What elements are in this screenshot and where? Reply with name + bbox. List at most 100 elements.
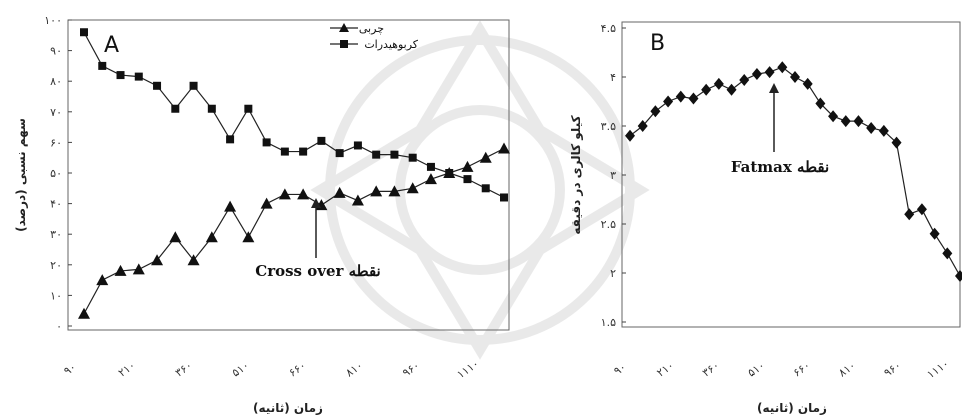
y-tick-label: ۴۰ (50, 198, 62, 211)
legend-item-carb: کربوهیدرات (330, 38, 419, 51)
panel-b-x-ticks: ۹۰ ۲۱۰ ۳۶۰ ۵۱۰ ۶۶۰ ۸۱۰ ۹۶۰ ۱۱۱۰ (611, 357, 951, 381)
y-tick-label: ۴ (610, 71, 616, 84)
panel-b-y-label: کیلو کالری در دقیقه (569, 115, 584, 234)
kcal-point (675, 90, 686, 103)
panel-b-letter: B (650, 31, 665, 56)
kcal-point (929, 227, 940, 240)
y-tick-label: ۱.۵ (601, 316, 616, 329)
x-tick-label: ۸۱۰ (836, 359, 858, 380)
panel-a-letter: A (104, 33, 119, 58)
y-tick-label: ۴.۵ (601, 22, 616, 35)
legend-label-fat: چربی (359, 22, 384, 35)
panel-a-series (78, 28, 510, 319)
carb-point (299, 147, 308, 156)
y-tick-label: ۲.۵ (601, 218, 616, 231)
x-tick-label: ۵۱۰ (230, 359, 252, 380)
kcal-point (777, 61, 788, 74)
fat-point (187, 254, 200, 266)
carb-point (171, 104, 180, 113)
carb-point (80, 28, 88, 37)
fat-point (205, 231, 218, 243)
fat-point (114, 264, 127, 276)
panel-a-frame (67, 19, 510, 331)
x-tick-label: ۲۱۰ (654, 359, 676, 380)
fat-point (260, 197, 273, 209)
fat-point (151, 254, 164, 266)
fat-point (479, 151, 492, 163)
y-tick-label: ۹۰ (50, 45, 62, 58)
carb-point (463, 175, 472, 184)
y-tick-label: ۶۰ (50, 136, 62, 149)
y-tick-label: ۵۰ (50, 167, 62, 180)
carb-point (426, 162, 435, 171)
kcal-point (815, 97, 826, 110)
kcal-point (955, 269, 962, 282)
panel-a-y-label: سهم نسبی (درصد) (14, 118, 28, 232)
kcal-point (866, 121, 877, 134)
y-tick-label: ۱۰ (50, 289, 62, 302)
carb-point (445, 169, 454, 177)
panel-a-x-label: زمان (ثانیه) (253, 401, 323, 415)
carb-point (262, 138, 271, 147)
panel-a: A ۰ ۱۰ ۲۰ ۳۰ ۴۰ ۵۰ ۶۰ ۷۰ ۸۰ ۹۰ ۱۰۰ ۹۰ ۲۱۰ ۳۶۰ ۵۱۰ ۶۶۰ ۸… (14, 14, 510, 415)
x-tick-label: ۳۶۰ (700, 359, 722, 380)
fat-point (278, 188, 291, 200)
y-tick-label: ۱۰۰ (44, 14, 62, 27)
kcal-point (828, 110, 839, 123)
legend-item-fat: چربی (330, 22, 384, 35)
kcal-point (751, 68, 762, 81)
kcal-point (726, 83, 737, 96)
carb-point (134, 72, 143, 81)
kcal-point (701, 83, 712, 96)
fat-point (96, 274, 109, 286)
fat-point (242, 231, 255, 243)
panel-b-y-ticks: ۱.۵ ۲ ۲.۵ ۳ ۳.۵ ۴ ۴.۵ (601, 22, 626, 329)
legend-label-carb: کربوهیدرات (364, 38, 418, 51)
fat-point (297, 188, 310, 200)
y-tick-label: ۳.۵ (601, 120, 616, 133)
y-tick-label: ۸۰ (50, 75, 62, 88)
cross-over-annotation: نقطه Cross over (255, 198, 381, 280)
kcal-point (891, 136, 902, 149)
y-tick-label: ۲ (610, 267, 616, 280)
carb-point (280, 147, 289, 156)
fat-point (333, 186, 346, 198)
x-tick-label: ۵۱۰ (745, 359, 767, 380)
kcal-point (840, 115, 851, 128)
x-tick-label: ۸۱۰ (343, 359, 365, 380)
fat-point (424, 173, 437, 185)
kcal-point (878, 124, 889, 137)
kcal-point (713, 77, 724, 90)
y-tick-label: ۲۰ (50, 259, 62, 272)
fat-point (388, 185, 401, 197)
fat-point (224, 200, 237, 212)
kcal-point (650, 105, 661, 118)
x-tick-label: ۹۰ (611, 360, 628, 377)
y-tick-label: ۳ (610, 169, 616, 182)
carb-point (317, 136, 326, 145)
x-tick-label: ۹۶۰ (400, 359, 422, 380)
carb-point (116, 71, 125, 80)
fat-point (406, 182, 419, 194)
x-tick-label: ۹۰ (61, 360, 78, 377)
carb-point (244, 104, 253, 113)
kcal-point (663, 95, 674, 108)
carb-point (189, 81, 198, 90)
x-tick-label: ۳۶۰ (173, 359, 195, 380)
watermark-ornament (310, 20, 650, 360)
kcal-point (739, 73, 750, 86)
x-tick-label: ۹۶۰ (882, 359, 904, 380)
panel-b-x-label: زمان (ثانیه) (757, 401, 827, 415)
kcal-point (688, 92, 699, 105)
legend: چربی کربوهیدرات (330, 22, 419, 51)
panel-b-series (625, 61, 962, 282)
fat-point (370, 185, 383, 197)
carb-point (335, 149, 344, 158)
kcal-point (637, 120, 648, 132)
x-tick-label: ۱۱۱۰ (925, 357, 952, 381)
x-tick-label: ۶۶۰ (286, 359, 308, 380)
y-tick-label: ۰ (56, 320, 62, 333)
x-tick-label: ۲۱۰ (116, 359, 138, 380)
fat-point (78, 307, 90, 319)
panel-b: B ۱.۵ ۲ ۲.۵ ۳ ۳.۵ ۴ ۴.۵ ۹۰ ۲۱۰ ۳۶۰ ۵۱۰ ۶۶۰ ۸۱۰ ۹۶۰ ۱۱… (569, 21, 962, 415)
